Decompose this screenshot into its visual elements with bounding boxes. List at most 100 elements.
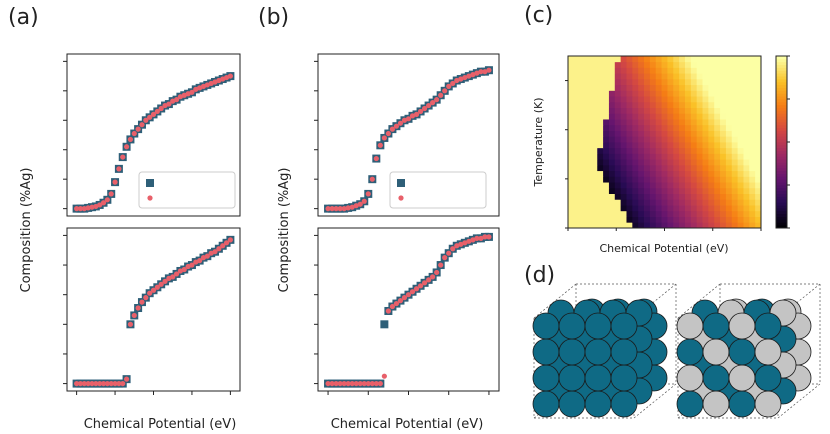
heatmap-cell xyxy=(568,67,575,74)
colorbar-segment xyxy=(776,210,787,215)
heatmap-cell xyxy=(749,187,756,194)
heatmap-cell xyxy=(644,176,651,183)
heatmap-cell xyxy=(585,164,592,172)
snis-point xyxy=(421,105,428,112)
heatmap-cell xyxy=(603,84,610,91)
c-xlabel: Chemical Potential (eV) xyxy=(599,242,728,255)
heatmap-cell xyxy=(608,170,616,177)
heatmap-cell xyxy=(725,182,733,189)
heatmap-cell xyxy=(638,193,645,200)
heatmap-cell xyxy=(644,90,651,97)
heatmap-cell xyxy=(655,96,662,103)
heatmap-cell xyxy=(614,73,622,80)
heatmap-cell xyxy=(731,113,739,120)
heatmap-cell xyxy=(743,176,750,183)
heatmap-cell xyxy=(673,182,680,189)
heatmap-cell xyxy=(585,187,592,194)
heatmap-cell xyxy=(608,61,616,68)
heatmap-cell xyxy=(632,222,639,229)
heatmap-cell xyxy=(708,78,715,86)
heatmap-cell xyxy=(708,147,715,154)
heatmap-cell xyxy=(708,61,715,68)
heatmap-cell xyxy=(720,124,727,131)
colorbar-segment xyxy=(776,216,787,220)
heatmap-cell xyxy=(603,199,610,206)
heatmap-cell xyxy=(585,124,592,131)
colorbar-segment xyxy=(776,61,787,65)
snis-point xyxy=(417,108,424,115)
heatmap-cell xyxy=(708,130,715,137)
heatmap-cell xyxy=(649,67,657,74)
heatmap-cell xyxy=(568,84,575,91)
heatmap-cell xyxy=(626,147,633,154)
heatmap-cell xyxy=(661,113,668,120)
heatmap-cell xyxy=(573,216,581,223)
heatmap-cell xyxy=(755,78,762,86)
heatmap-cell xyxy=(603,113,610,120)
host-atom xyxy=(610,338,638,366)
heatmap-cell xyxy=(573,101,581,108)
heatmap-cell xyxy=(614,147,622,154)
heatmap-cell xyxy=(755,90,762,97)
heatmap-cell xyxy=(755,199,762,206)
heatmap-cell xyxy=(597,78,604,86)
heatmap-cell xyxy=(696,199,703,206)
heatmap-cell xyxy=(679,78,686,86)
heatmap-cell xyxy=(667,101,674,108)
host-atom xyxy=(754,364,782,392)
heatmap-cell xyxy=(655,164,662,172)
heatmap-cell xyxy=(614,210,622,217)
heatmap-cell xyxy=(708,73,715,80)
heatmap-cell xyxy=(579,130,586,137)
heatmap-cell xyxy=(597,67,604,74)
snis-point xyxy=(123,144,130,150)
host-atom xyxy=(558,364,586,392)
heatmap-cell xyxy=(725,176,733,183)
heatmap-cell xyxy=(568,101,575,108)
heatmap-cell xyxy=(591,176,598,183)
heatmap-cell xyxy=(696,107,703,114)
heatmap-cell xyxy=(638,130,645,137)
heatmap-cell xyxy=(690,159,698,166)
heatmap-cell xyxy=(568,182,575,189)
heatmap-cell xyxy=(684,222,692,229)
host-atom xyxy=(532,364,560,392)
heatmap-cell xyxy=(661,182,668,189)
heatmap-cell xyxy=(573,176,581,183)
snis-point xyxy=(112,380,118,387)
heatmap-cell xyxy=(690,170,698,177)
heatmap-cell xyxy=(731,147,739,154)
heatmap-cell xyxy=(749,205,756,212)
legend-mcmc-marker xyxy=(146,179,154,187)
snis-point xyxy=(189,262,195,268)
heatmap-cell xyxy=(585,170,592,177)
heatmap-cell xyxy=(684,124,692,131)
heatmap-cell xyxy=(749,142,756,149)
heatmap-cell xyxy=(620,182,627,189)
colorbar-segment xyxy=(776,179,787,183)
colorbar-segment xyxy=(776,202,787,206)
snis-point xyxy=(108,380,114,387)
heatmap-cell xyxy=(737,142,744,149)
heatmap-cell xyxy=(573,96,581,103)
heatmap-cell xyxy=(696,193,703,200)
heatmap-cell xyxy=(644,142,651,149)
heatmap-cell xyxy=(661,130,668,137)
heatmap-cell xyxy=(644,222,651,229)
heatmap-cell xyxy=(608,124,616,131)
panel-label-d: (d) xyxy=(524,263,555,288)
heatmap-cell xyxy=(690,147,698,154)
heatmap-cell xyxy=(568,124,575,131)
heatmap-cell xyxy=(708,164,715,172)
heatmap-cell xyxy=(638,119,645,126)
heatmap-cell xyxy=(585,193,592,200)
heatmap-cell xyxy=(597,73,604,80)
heatmap-cell xyxy=(731,222,739,229)
heatmap-cell xyxy=(661,107,668,114)
snis-point xyxy=(212,249,218,255)
heatmap-cell xyxy=(568,222,575,229)
heatmap-cell xyxy=(579,73,586,80)
heatmap-cell xyxy=(714,56,721,63)
heatmap-cell xyxy=(649,205,657,212)
snis-point xyxy=(393,123,400,129)
